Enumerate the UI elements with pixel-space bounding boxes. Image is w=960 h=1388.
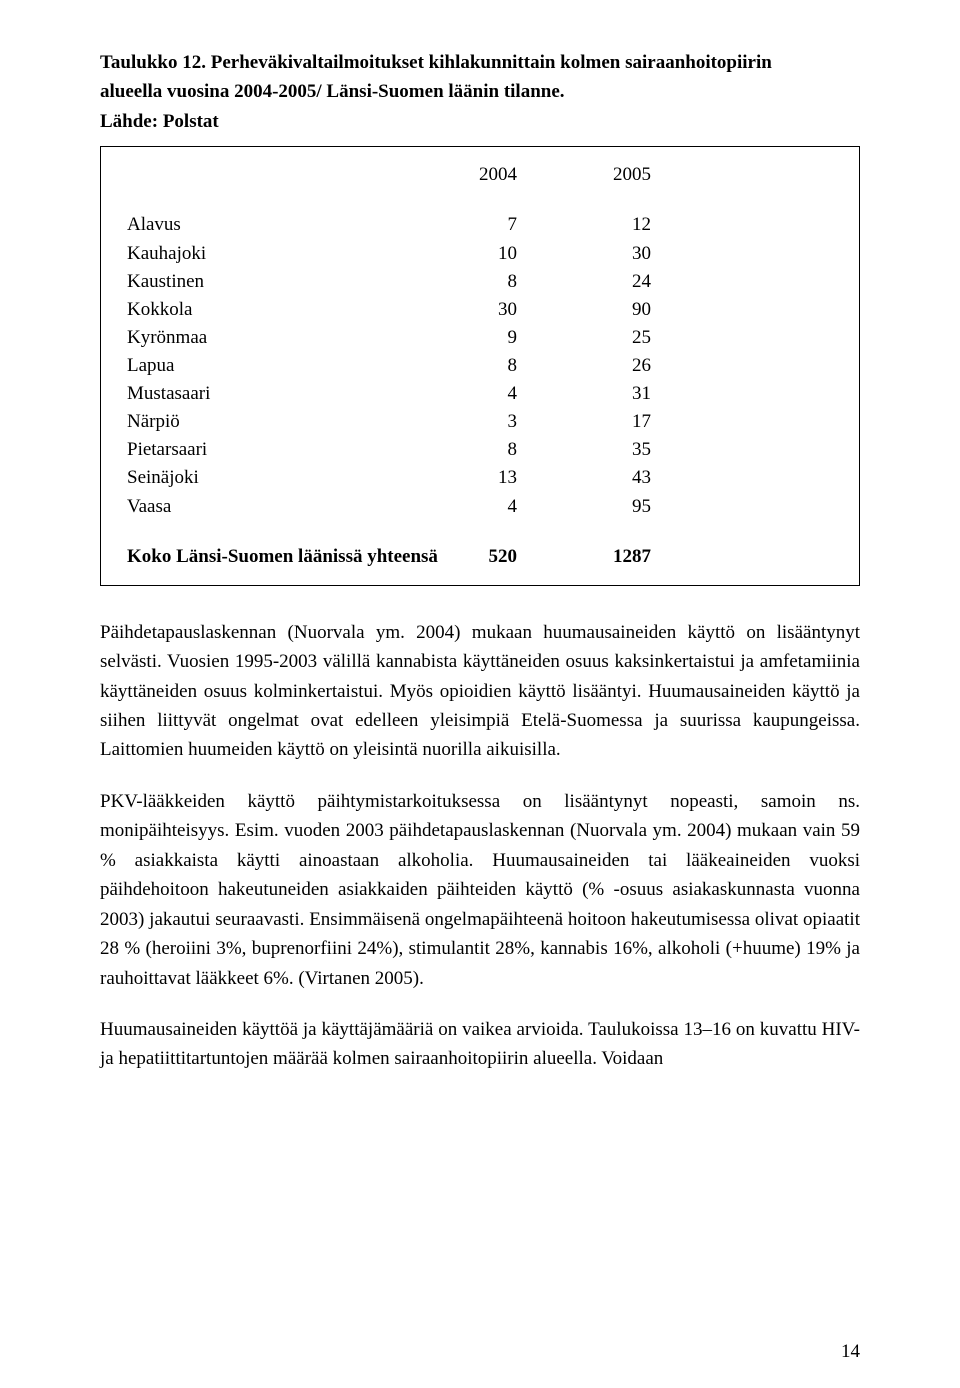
body-paragraph-1: Päihdetapauslaskennan (Nuorvala ym. 2004… — [100, 618, 860, 765]
row-value-2004: 30 — [427, 296, 517, 324]
row-value-2004: 4 — [427, 493, 517, 521]
table-row: Lapua 8 26 — [127, 352, 833, 380]
row-value-2005: 90 — [561, 296, 651, 324]
row-value-2004: 10 — [427, 240, 517, 268]
table-header-row: 2004 2005 — [127, 161, 833, 189]
row-value-2005: 12 — [561, 211, 651, 239]
table-row: Pietarsaari 8 35 — [127, 436, 833, 464]
caption-line-2: alueella vuosina 2004-2005/ Länsi-Suomen… — [100, 81, 565, 102]
table-header-year-1: 2004 — [427, 161, 517, 189]
table-row: Kokkola 30 90 — [127, 296, 833, 324]
body-paragraph-3: Huumausaineiden käyttöä ja käyttäjämääri… — [100, 1015, 860, 1074]
row-value-2005: 17 — [561, 408, 651, 436]
total-2005: 1287 — [561, 543, 651, 571]
total-label: Koko Länsi-Suomen läänissä yhteensä — [127, 543, 467, 571]
table-row: Seinäjoki 13 43 — [127, 464, 833, 492]
row-value-2005: 31 — [561, 380, 651, 408]
row-label: Kyrönmaa — [127, 324, 427, 352]
row-value-2004: 4 — [427, 380, 517, 408]
row-value-2004: 9 — [427, 324, 517, 352]
table-row: Närpiö 3 17 — [127, 408, 833, 436]
row-value-2004: 8 — [427, 268, 517, 296]
table-row: Mustasaari 4 31 — [127, 380, 833, 408]
document-page: Taulukko 12. Perheväkivaltailmoitukset k… — [0, 0, 960, 1388]
body-paragraph-2: PKV-lääkkeiden käyttö päihtymistarkoituk… — [100, 787, 860, 993]
row-value-2005: 24 — [561, 268, 651, 296]
table-total-row: Koko Länsi-Suomen läänissä yhteensä 520 … — [127, 543, 833, 571]
row-value-2004: 13 — [427, 464, 517, 492]
row-value-2004: 7 — [427, 211, 517, 239]
row-value-2005: 30 — [561, 240, 651, 268]
table-caption: Taulukko 12. Perheväkivaltailmoitukset k… — [100, 48, 860, 136]
row-label: Alavus — [127, 211, 427, 239]
table-header-blank — [127, 161, 427, 189]
row-label: Mustasaari — [127, 380, 427, 408]
row-label: Kaustinen — [127, 268, 427, 296]
table-row: Kauhajoki 10 30 — [127, 240, 833, 268]
caption-line-3: Lähde: Polstat — [100, 111, 219, 132]
data-table-box: 2004 2005 Alavus 7 12 Kauhajoki 10 30 Ka… — [100, 146, 860, 585]
table-header-year-2: 2005 — [561, 161, 651, 189]
row-value-2005: 95 — [561, 493, 651, 521]
row-value-2004: 3 — [427, 408, 517, 436]
row-value-2005: 26 — [561, 352, 651, 380]
row-value-2004: 8 — [427, 352, 517, 380]
table-row: Kyrönmaa 9 25 — [127, 324, 833, 352]
row-label: Seinäjoki — [127, 464, 427, 492]
row-label: Närpiö — [127, 408, 427, 436]
row-label: Kokkola — [127, 296, 427, 324]
row-value-2005: 25 — [561, 324, 651, 352]
row-value-2005: 35 — [561, 436, 651, 464]
row-value-2005: 43 — [561, 464, 651, 492]
table-row: Vaasa 4 95 — [127, 493, 833, 521]
total-2004: 520 — [467, 543, 517, 571]
row-value-2004: 8 — [427, 436, 517, 464]
row-label: Lapua — [127, 352, 427, 380]
page-number: 14 — [841, 1337, 860, 1366]
caption-line-1: Taulukko 12. Perheväkivaltailmoitukset k… — [100, 52, 772, 73]
table-row: Kaustinen 8 24 — [127, 268, 833, 296]
row-label: Kauhajoki — [127, 240, 427, 268]
row-label: Vaasa — [127, 493, 427, 521]
row-label: Pietarsaari — [127, 436, 427, 464]
table-row: Alavus 7 12 — [127, 211, 833, 239]
